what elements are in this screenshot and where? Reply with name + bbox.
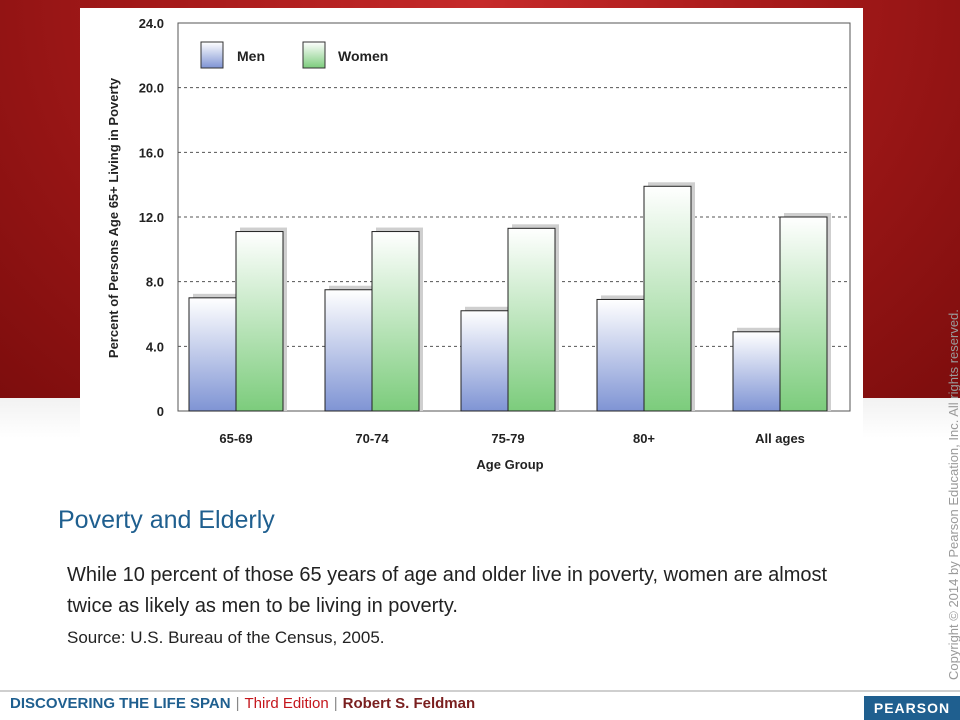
footer-book-title: DISCOVERING THE LIFE SPAN [10, 695, 231, 712]
footer-bar: DISCOVERING THE LIFE SPAN | Third Edition |… [0, 690, 960, 720]
x-tick-label: 70-74 [355, 431, 389, 446]
slide-source: Source: U.S. Bureau of the Census, 2005. [67, 628, 385, 647]
bar-men-5 [732, 331, 781, 412]
x-axis-title: Age Group [476, 457, 543, 472]
x-tick-label: All ages [755, 431, 805, 446]
footer-separator: | [333, 695, 338, 712]
bar-men-1 [188, 297, 237, 412]
x-tick-label: 80+ [633, 431, 655, 446]
legend-women-label: Women [338, 48, 388, 64]
y-tick-label: 0 [157, 404, 164, 419]
bar-men-2 [324, 289, 373, 412]
y-tick-label: 24.0 [139, 16, 164, 31]
bar-women-1 [235, 231, 284, 412]
y-tick-label: 4.0 [146, 339, 164, 354]
y-axis-title: Percent of Persons Age 65+ Living in Pov… [106, 77, 121, 358]
pearson-logo: PEARSON [864, 696, 960, 720]
y-tick-label: 8.0 [146, 275, 164, 290]
copyright-notice: Copyright © 2014 by Pearson Education, I… [946, 309, 960, 680]
x-tick-label: 65-69 [219, 431, 252, 446]
footer-book-info: DISCOVERING THE LIFE SPAN | Third Edition |… [10, 693, 475, 715]
slide-body-text: While 10 percent of those 65 years of ag… [67, 564, 828, 617]
poverty-bar-chart: Percent of Persons Age 65+ Living in Pov… [106, 16, 851, 472]
y-tick-label: 16.0 [139, 145, 164, 160]
chart-legend: Men Women [200, 41, 388, 69]
bar-men-4 [596, 298, 645, 412]
footer-author: Robert S. Feldman [342, 695, 476, 712]
legend-women-swatch [302, 41, 326, 69]
footer-divider [0, 690, 960, 692]
bar-women-3 [507, 227, 556, 412]
bar-women-4 [643, 185, 692, 412]
bar-women-2 [371, 231, 420, 412]
footer-separator: | [235, 695, 240, 712]
slide-title: Poverty and Elderly [58, 506, 275, 534]
footer-edition: Third Edition [244, 695, 329, 712]
x-tick-label: 75-79 [491, 431, 524, 446]
bar-women-5 [779, 216, 828, 412]
chart-panel: Percent of Persons Age 65+ Living in Pov… [80, 8, 863, 485]
y-tick-label: 12.0 [139, 210, 164, 225]
y-tick-label: 20.0 [139, 81, 164, 96]
legend-men-swatch [200, 41, 224, 69]
bar-men-3 [460, 310, 509, 412]
legend-men-label: Men [237, 48, 265, 64]
